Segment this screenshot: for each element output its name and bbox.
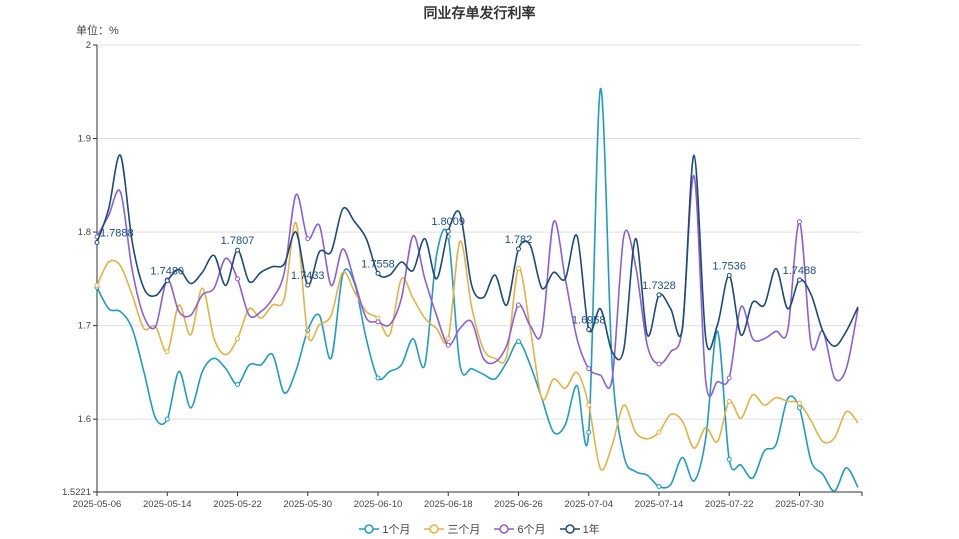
data-point-3m	[445, 336, 451, 342]
data-label: 1.7328	[642, 280, 676, 292]
x-tick-label: 2025-05-22	[213, 499, 262, 510]
data-point-6m	[656, 361, 662, 367]
data-point-6m	[586, 366, 592, 372]
data-point-1y	[94, 240, 100, 246]
data-point-1m	[375, 375, 381, 381]
data-point-3m	[234, 336, 240, 342]
x-tick-label: 2025-07-22	[705, 499, 754, 510]
legend-item[interactable]: 三个月	[424, 521, 480, 537]
data-point-1m	[656, 483, 662, 489]
y-tick-label: 1.8	[78, 227, 91, 238]
data-point-1y	[515, 246, 521, 252]
data-point-1m	[796, 405, 802, 411]
data-point-1m	[164, 416, 170, 422]
data-point-3m	[164, 349, 170, 355]
legend-label: 1个月	[382, 524, 411, 536]
data-label: 1.7558	[361, 258, 395, 270]
data-point-1m	[234, 382, 240, 388]
data-point-3m	[586, 402, 592, 408]
y-tick-label: 1.9	[78, 134, 91, 145]
data-label: 1.7807	[221, 235, 255, 247]
data-point-1y	[796, 277, 802, 283]
legend-line-circle-icon	[559, 524, 580, 534]
data-point-3m	[305, 332, 311, 338]
data-point-1y	[164, 278, 170, 284]
data-label: 1.7888	[100, 228, 134, 240]
x-tick-label: 2025-05-06	[73, 499, 122, 510]
legend-line-circle-icon	[424, 524, 445, 534]
data-point-3m	[726, 398, 732, 404]
data-label: 1.7488	[783, 265, 817, 277]
data-label: 1.8009	[431, 216, 465, 228]
legend-item[interactable]: 1年	[559, 521, 600, 537]
data-point-6m	[726, 375, 732, 381]
unit-label: 单位：%	[76, 25, 119, 37]
legend-line-circle-icon	[359, 524, 380, 534]
data-point-1y	[375, 270, 381, 276]
data-point-1m	[586, 429, 592, 435]
data-point-3m	[656, 429, 662, 435]
x-tick-label: 2025-07-30	[775, 499, 824, 510]
data-point-1y	[234, 247, 240, 253]
data-point-6m	[375, 319, 381, 325]
legend-item[interactable]: 6个月	[494, 521, 546, 537]
data-label: 1.7480	[150, 266, 184, 278]
chart-title: 同业存单发行利率	[423, 5, 536, 21]
x-tick-label: 2025-06-26	[494, 499, 543, 510]
legend-label: 三个月	[447, 524, 481, 536]
data-point-1m	[726, 456, 732, 462]
data-point-6m	[515, 302, 521, 308]
data-label: 1.7536	[712, 260, 746, 272]
data-point-3m	[515, 266, 521, 272]
x-tick-label: 2025-05-14	[143, 499, 192, 510]
data-point-6m	[234, 276, 240, 282]
data-point-3m	[796, 400, 802, 406]
y-tick-label: 1.6	[78, 414, 91, 425]
series-line-1m	[96, 88, 859, 492]
x-tick-label: 2025-06-10	[354, 499, 403, 510]
series-line-1y	[96, 154, 859, 361]
data-point-1m	[515, 339, 521, 345]
x-tick-label: 2025-05-30	[283, 499, 332, 510]
x-tick-label: 2025-06-18	[424, 499, 473, 510]
y-tick-label: 2	[86, 40, 91, 51]
legend-item[interactable]: 1个月	[359, 521, 410, 537]
legend-line-circle-icon	[494, 524, 515, 534]
data-point-6m	[796, 219, 802, 225]
data-point-6m	[445, 342, 451, 348]
data-point-1y	[726, 272, 732, 278]
data-label: 1.782	[505, 234, 533, 246]
y-tick-label: 1.5221	[62, 487, 91, 498]
data-point-1y	[445, 228, 451, 234]
series-line-6m	[96, 175, 859, 398]
data-label: 1.7433	[291, 270, 325, 282]
data-label: 1.6958	[572, 315, 606, 327]
y-tick-label: 1.7	[78, 321, 91, 332]
x-tick-label: 2025-07-04	[564, 499, 613, 510]
legend: 1个月 三个月 6个月 1年	[0, 521, 959, 537]
data-point-3m	[94, 282, 100, 288]
data-point-1y	[656, 292, 662, 298]
legend-label: 6个月	[517, 524, 546, 536]
data-point-1y	[305, 282, 311, 288]
data-point-6m	[305, 236, 311, 242]
legend-label: 1年	[582, 524, 600, 536]
data-point-1y	[586, 327, 592, 333]
x-tick-label: 2025-07-14	[635, 499, 684, 510]
